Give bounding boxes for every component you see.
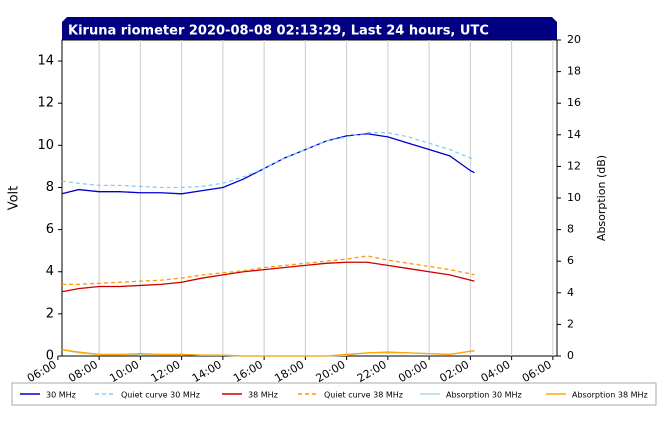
title-bar — [62, 17, 557, 40]
legend-label: 38 MHz — [248, 391, 278, 400]
x-tick-label: 12:00 — [149, 358, 183, 385]
chart-title: Kiruna riometer 2020-08-08 02:13:29, Las… — [68, 24, 489, 39]
series-line — [61, 132, 475, 189]
y2-tick-label: 18 — [567, 65, 581, 78]
x-tick-label: 10:00 — [107, 358, 141, 385]
x-tick-label: 02:00 — [437, 358, 471, 385]
x-tick-label: 06:00 — [520, 358, 554, 385]
plot-area — [61, 39, 558, 357]
y-axis-label: Volt — [7, 186, 22, 211]
x-tick-label: 14:00 — [190, 358, 224, 385]
y2-tick-label: 4 — [567, 286, 574, 299]
y-tick-label: 10 — [37, 138, 54, 153]
y2-tick-label: 12 — [567, 159, 581, 172]
x-tick-label: 18:00 — [272, 358, 306, 385]
x-tick-label: 22:00 — [355, 358, 389, 385]
legend — [11, 382, 657, 406]
y-tick-label: 8 — [46, 180, 54, 195]
y2-tick-label: 2 — [567, 317, 574, 330]
series-line — [61, 349, 475, 357]
x-tick-label: 20:00 — [314, 358, 348, 385]
y2-axis-label: Absorption (dB) — [595, 155, 608, 241]
legend-label: 30 MHz — [46, 391, 76, 400]
y2-tick-label: 0 — [567, 349, 574, 362]
y2-tick-label: 8 — [567, 223, 574, 236]
y-tick-label: 0 — [46, 349, 54, 364]
y-tick-label: 6 — [46, 222, 54, 237]
y-tick-label: 12 — [37, 96, 54, 111]
legend-label: Quiet curve 30 MHz — [121, 391, 200, 400]
y2-tick-label: 20 — [567, 33, 581, 46]
series-line — [62, 255, 475, 286]
series-line — [61, 261, 475, 293]
legend-label: Absorption 30 MHz — [446, 391, 522, 400]
y2-tick-label: 10 — [567, 191, 581, 204]
series-line — [61, 133, 475, 195]
legend-label: Quiet curve 38 MHz — [324, 391, 403, 400]
x-tick-label: 06:00 — [25, 358, 59, 385]
y-tick-label: 14 — [37, 54, 54, 69]
y2-tick-label: 16 — [567, 96, 581, 109]
x-tick-label: 16:00 — [231, 358, 265, 385]
y-tick-label: 2 — [46, 306, 54, 321]
x-tick-label: 00:00 — [396, 358, 430, 385]
x-tick-label: 08:00 — [66, 358, 100, 385]
x-tick-label: 04:00 — [479, 358, 513, 385]
y2-tick-label: 14 — [567, 128, 581, 141]
y2-tick-label: 6 — [567, 254, 574, 267]
y-tick-label: 4 — [46, 264, 54, 279]
legend-label: Absorption 38 MHz — [572, 391, 648, 400]
